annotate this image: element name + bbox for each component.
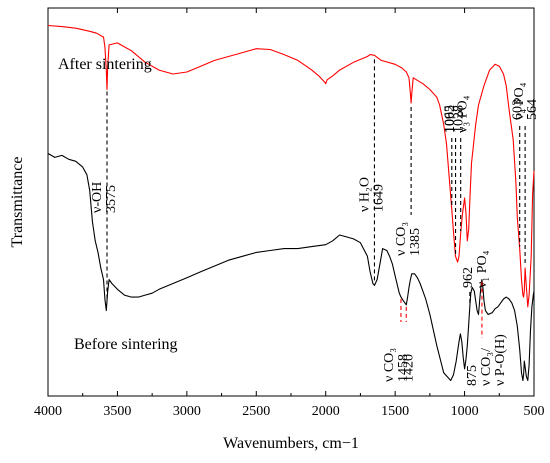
x-tick-label: 2000 — [312, 404, 340, 419]
x-tick-label: 3500 — [103, 404, 131, 419]
annotation-label: 564 — [525, 99, 540, 120]
series-lines — [47, 24, 535, 382]
annotation-label: ν H₂O — [357, 177, 372, 212]
annotation-label: 962 — [461, 267, 476, 288]
annotation-label: 875 — [465, 365, 480, 386]
x-tick-label: 500 — [524, 404, 545, 419]
series-line-before-sintering — [47, 153, 535, 382]
x-tick-label: 1000 — [451, 404, 479, 419]
x-axis-title: Wavenumbers, cm−1 — [223, 435, 359, 452]
annotation-label: ν₁ PO₄ — [475, 250, 490, 288]
x-tick-label: 4000 — [34, 404, 62, 419]
annotation-label: 1065 — [443, 105, 458, 133]
annotation-label: ν P-O(H) — [493, 334, 508, 386]
series-label-before: Before sintering — [74, 336, 178, 353]
annotation-label: 1092 — [443, 105, 458, 133]
annotation-label: ν CO₃/ — [479, 348, 494, 386]
x-tick-label: 2500 — [242, 404, 270, 419]
x-tick-label: 3000 — [173, 404, 201, 419]
annotation-label: 1028 — [452, 105, 467, 133]
y-axis-title: Transmittance — [9, 157, 26, 248]
annotation-label: ν-OH — [90, 182, 105, 213]
annotation-label: 1420 — [401, 354, 416, 382]
annotation-label: ν CO₃ — [382, 348, 397, 382]
x-tick-label: 1500 — [381, 404, 409, 419]
annotation-label: ν₄ PO₄ — [512, 82, 527, 120]
series-label-after: After sintering — [58, 56, 152, 73]
annotation-label: 1649 — [371, 184, 386, 212]
annotation-label: 603 — [511, 99, 526, 120]
annotation-label: 1385 — [408, 228, 423, 256]
series-line-after-sintering — [47, 24, 535, 308]
annotation-label: 3575 — [104, 185, 119, 213]
annotation-label: ν CO₃ — [394, 222, 409, 256]
x-ticks: 4000 3500 3000 2500 2000 1500 1000 500 — [34, 8, 545, 419]
annotation-label: 1458 — [396, 354, 411, 382]
annotation-label: ν₃ PO₄ — [456, 95, 471, 133]
